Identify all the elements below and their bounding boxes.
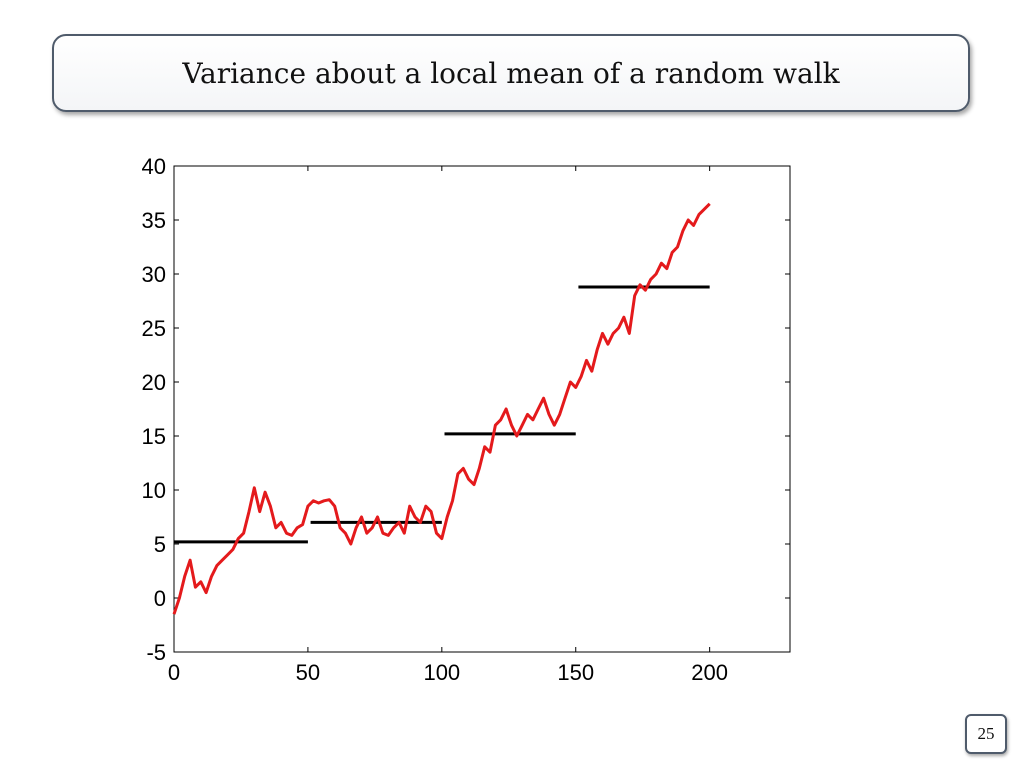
random-walk-line xyxy=(172,202,711,615)
y-tick-label: 30 xyxy=(142,262,166,287)
y-tick-label: 15 xyxy=(142,424,166,449)
y-tick-label: 40 xyxy=(142,154,166,179)
y-tick-label: 0 xyxy=(154,586,166,611)
slide-title-box: Variance about a local mean of a random … xyxy=(52,34,970,112)
page-number-box: 25 xyxy=(965,714,1007,754)
x-tick-label: 100 xyxy=(423,660,460,685)
chart-axes xyxy=(173,165,791,653)
plot-frame xyxy=(173,165,791,653)
y-tick-label: 20 xyxy=(142,370,166,395)
x-tick-label: 0 xyxy=(168,660,180,685)
page-number: 25 xyxy=(977,724,995,743)
y-tick-label: -5 xyxy=(146,640,166,665)
y-tick-label: 35 xyxy=(142,208,166,233)
y-tick-label: 5 xyxy=(154,532,166,557)
slide-title: Variance about a local mean of a random … xyxy=(182,56,840,90)
random-walk-series xyxy=(172,202,711,615)
x-tick-label: 50 xyxy=(296,660,320,685)
y-tick-label: 10 xyxy=(142,478,166,503)
x-tick-label: 200 xyxy=(691,660,728,685)
y-tick-label: 25 xyxy=(142,316,166,341)
x-tick-label: 150 xyxy=(557,660,594,685)
